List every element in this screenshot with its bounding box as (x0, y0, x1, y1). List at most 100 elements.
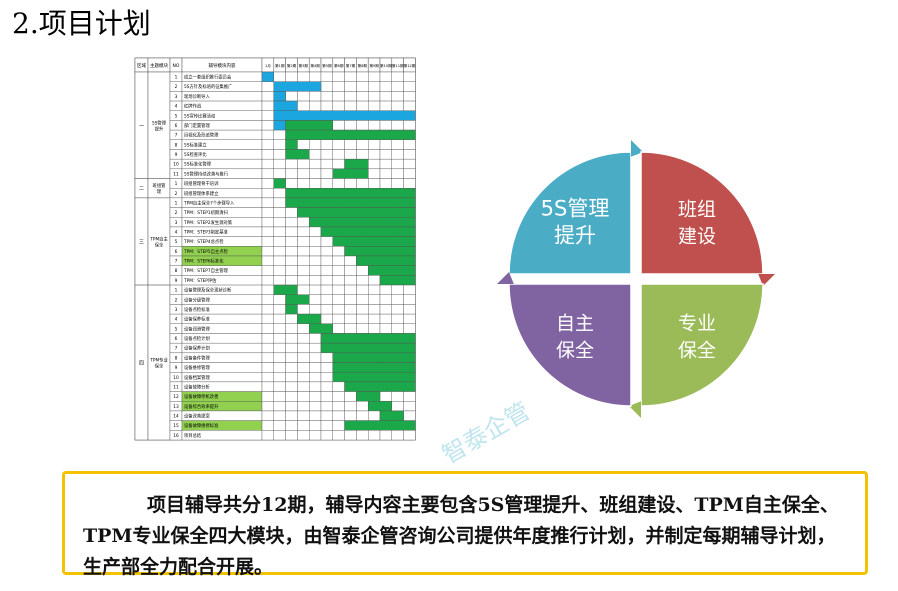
task-name: TPM：STEP评估 (183, 277, 217, 284)
month-cell (273, 362, 286, 373)
header-label: 第3期 (299, 63, 309, 68)
month-cell (332, 313, 345, 324)
month-cell (391, 391, 404, 402)
task-no: 5 (175, 113, 178, 119)
month-cell (332, 381, 345, 392)
month-cell (368, 275, 381, 286)
month-cell (368, 284, 381, 295)
task-no: 1 (175, 288, 178, 294)
month-cell (297, 236, 310, 247)
cycle-segment (640, 283, 764, 407)
month-cell (285, 401, 298, 412)
month-cell (309, 401, 322, 412)
month-cell (356, 304, 369, 315)
task-no: 2 (175, 297, 178, 303)
month-cell (403, 168, 416, 179)
month-cell (297, 391, 310, 402)
schedule-bar (273, 120, 286, 131)
month-cell (356, 313, 369, 324)
month-cell (320, 362, 334, 373)
month-cell (285, 362, 298, 373)
month-cell (261, 284, 275, 295)
month-cell (309, 226, 322, 237)
cycle-segment (640, 151, 764, 275)
month-cell (309, 372, 322, 383)
schedule-bar (297, 207, 416, 218)
month-cell (273, 294, 286, 305)
schedule-bar (273, 284, 298, 295)
month-cell (285, 217, 298, 228)
month-cell (273, 410, 286, 421)
month-cell (273, 197, 286, 208)
task-name: 设备管理及保全现状诊断 (184, 287, 232, 294)
module-label: 保全 (155, 241, 164, 248)
task-name: 5S标准化管理 (184, 161, 212, 168)
task-name: 现场诊断导入 (184, 93, 210, 100)
month-cell (285, 313, 298, 324)
month-cell (261, 275, 275, 286)
task-name: 5S管理持续改善与推行 (184, 170, 229, 177)
month-cell (261, 294, 275, 305)
month-cell (379, 391, 393, 402)
month-cell (261, 129, 275, 140)
task-no: 5 (175, 326, 178, 332)
task-no: 8 (175, 355, 178, 361)
month-cell (368, 149, 381, 160)
month-cell (356, 265, 369, 276)
header-label: 主题模块 (150, 62, 168, 69)
month-cell (309, 255, 322, 266)
cycle-label: 保全 (556, 340, 594, 362)
cycle-label: 保全 (678, 340, 716, 362)
module-label: 保全 (155, 363, 164, 370)
month-cell (391, 149, 404, 160)
schedule-bar (273, 178, 286, 189)
month-cell (368, 323, 381, 334)
task-name: 5S检查评比 (184, 151, 207, 158)
month-cell (309, 362, 322, 373)
task-name: 设备分级管理 (184, 296, 210, 303)
task-no: 5 (175, 239, 178, 245)
schedule-bar (285, 197, 416, 208)
month-cell (261, 81, 275, 92)
month-cell (356, 323, 369, 334)
month-cell (261, 149, 275, 160)
watermark: 智泰企管 (437, 397, 534, 469)
month-cell (309, 275, 322, 286)
month-cell (261, 362, 275, 373)
month-cell (261, 304, 275, 315)
task-name: 成立一套组织推行委员会 (184, 74, 232, 81)
month-cell (368, 168, 381, 179)
month-cell (344, 284, 357, 295)
month-cell (344, 304, 357, 315)
month-cell (273, 391, 286, 402)
task-no: 4 (175, 229, 178, 235)
month-cell (273, 236, 286, 247)
month-cell (273, 313, 286, 324)
cycle-label: 专业 (678, 313, 716, 335)
month-cell (309, 342, 322, 354)
month-cell (368, 178, 381, 189)
task-no: 16 (173, 433, 179, 439)
schedule-bar (285, 294, 310, 305)
month-cell (261, 91, 275, 102)
schedule-bar (285, 139, 298, 150)
month-cell (297, 352, 310, 363)
month-cell (273, 323, 286, 334)
task-name: 设备润滑管理 (184, 325, 210, 332)
month-cell (297, 342, 310, 354)
month-cell (403, 158, 416, 170)
month-cell (273, 207, 286, 218)
month-cell (320, 401, 334, 412)
month-cell (285, 381, 298, 392)
month-cell (344, 178, 357, 189)
month-cell (309, 381, 322, 392)
month-cell (403, 401, 416, 412)
month-cell (356, 275, 369, 286)
schedule-bar (379, 410, 404, 421)
month-cell (332, 255, 345, 266)
month-cell (368, 304, 381, 315)
month-cell (356, 120, 369, 131)
month-cell (344, 149, 357, 160)
month-cell (273, 226, 286, 237)
month-cell (368, 313, 381, 324)
